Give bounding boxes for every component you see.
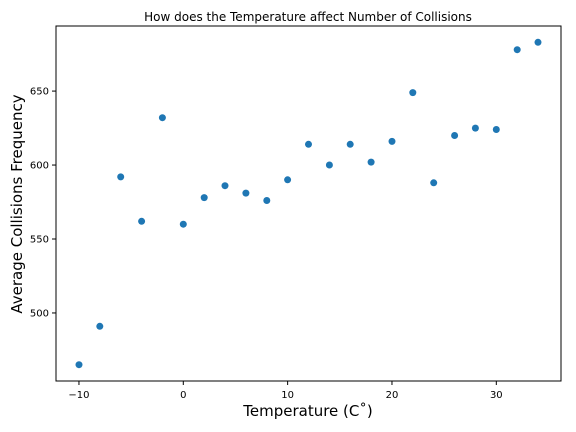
x-tick-label: 10	[281, 390, 294, 401]
data-point	[284, 176, 292, 184]
data-point	[388, 137, 396, 145]
y-tick-label: 600	[30, 161, 49, 172]
x-tick-label: 30	[490, 390, 503, 401]
data-point	[409, 89, 417, 97]
plot-frame	[55, 25, 562, 382]
y-tick-label: 650	[30, 87, 49, 98]
data-point	[430, 179, 438, 187]
y-axis-label: Average Collisions Frequency	[8, 94, 26, 313]
data-point	[513, 46, 521, 54]
data-point	[492, 126, 500, 133]
data-point	[346, 140, 354, 148]
data-point	[96, 322, 104, 330]
data-point	[117, 173, 125, 181]
y-tick-label: 550	[30, 235, 49, 246]
chart-title: How does the Temperature affect Number o…	[144, 10, 472, 24]
x-tick-label: 20	[386, 390, 399, 401]
data-point	[221, 182, 229, 190]
data-point	[471, 124, 479, 132]
data-point	[534, 38, 542, 46]
x-axis-label: Temperature (C˚)	[242, 402, 372, 420]
data-point	[158, 114, 166, 122]
data-point	[451, 132, 459, 139]
data-point	[179, 220, 187, 228]
y-tick-label: 500	[30, 308, 49, 319]
plot-points	[75, 38, 542, 369]
y-axis-ticks: 500 550 600 650	[30, 87, 56, 319]
data-point	[367, 158, 375, 166]
x-tick-label: 0	[180, 390, 186, 401]
data-point	[75, 361, 83, 369]
data-point	[305, 140, 312, 148]
data-point	[200, 194, 208, 202]
data-point	[242, 189, 250, 197]
data-point	[138, 217, 146, 225]
x-tick-label: −10	[68, 390, 89, 401]
data-point	[325, 161, 333, 169]
x-axis-ticks: −10 0 10 20 30	[68, 381, 503, 401]
data-point	[263, 197, 271, 204]
